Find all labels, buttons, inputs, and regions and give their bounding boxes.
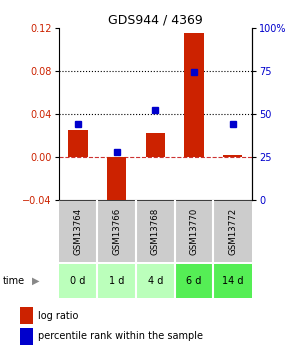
Text: ▶: ▶	[32, 276, 40, 286]
Bar	[97, 264, 136, 298]
Bar	[213, 264, 252, 298]
Bar	[136, 200, 175, 262]
Bar	[97, 200, 136, 262]
Bar	[223, 155, 242, 157]
Bar	[136, 264, 175, 298]
Text: GSM13770: GSM13770	[190, 208, 198, 255]
Bar	[68, 130, 88, 157]
Bar	[20, 328, 33, 345]
Bar	[20, 307, 33, 324]
Bar	[175, 264, 213, 298]
Bar	[184, 33, 204, 157]
Text: GDS944 / 4369: GDS944 / 4369	[108, 14, 203, 27]
Text: 14 d: 14 d	[222, 276, 243, 286]
Text: time: time	[3, 276, 25, 286]
Text: 1 d: 1 d	[109, 276, 124, 286]
Text: GSM13772: GSM13772	[228, 208, 237, 255]
Text: 0 d: 0 d	[70, 276, 86, 286]
Text: GSM13768: GSM13768	[151, 208, 160, 255]
Text: percentile rank within the sample: percentile rank within the sample	[38, 332, 203, 341]
Bar	[213, 200, 252, 262]
Bar	[59, 200, 97, 262]
Text: GSM13766: GSM13766	[112, 208, 121, 255]
Text: 4 d: 4 d	[148, 276, 163, 286]
Text: log ratio: log ratio	[38, 311, 79, 321]
Bar	[175, 200, 213, 262]
Text: 6 d: 6 d	[186, 276, 202, 286]
Bar	[59, 264, 97, 298]
Bar	[146, 133, 165, 157]
Text: GSM13764: GSM13764	[74, 208, 82, 255]
Bar	[107, 157, 126, 216]
